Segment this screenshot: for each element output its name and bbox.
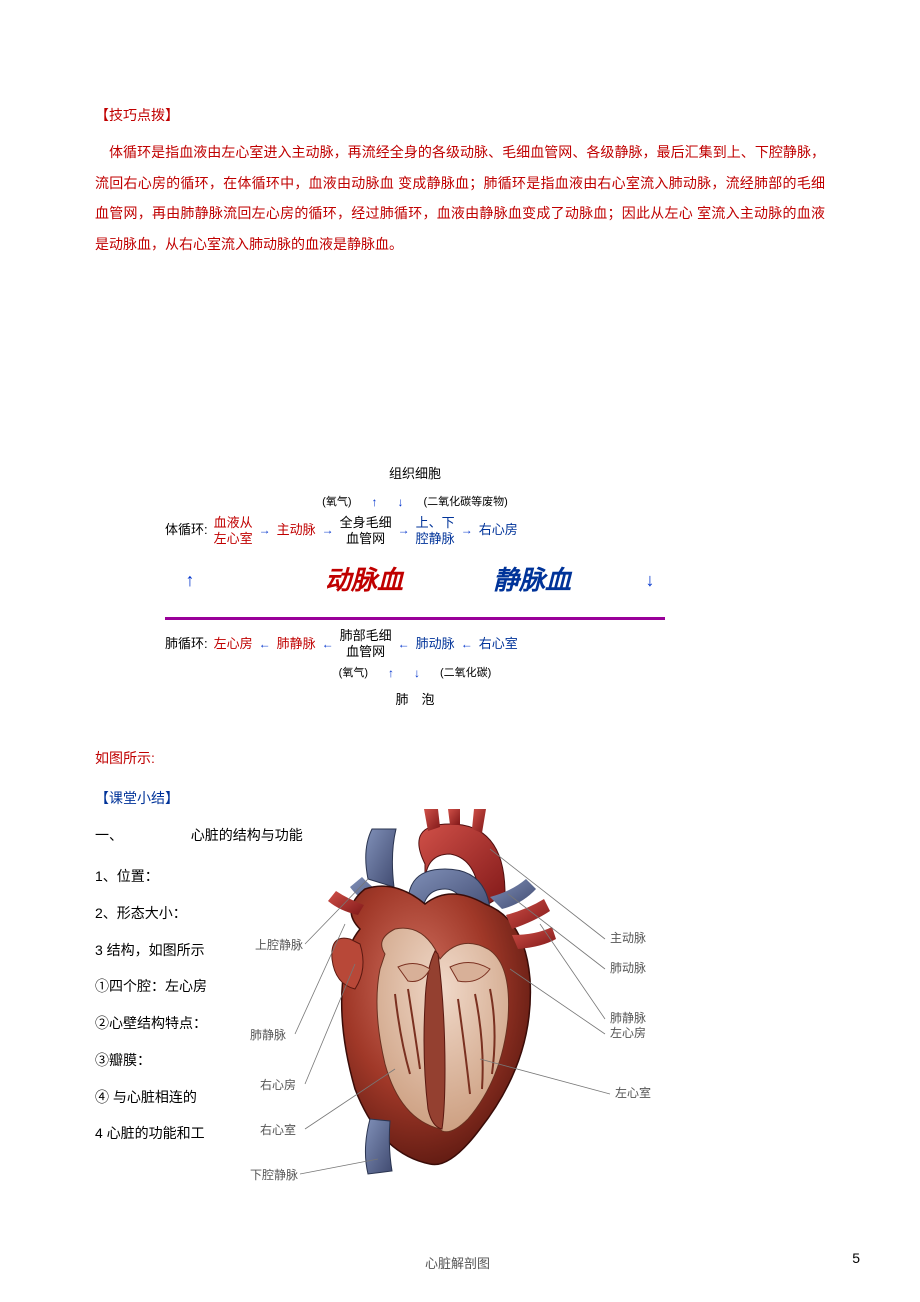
summary-item3: 3 结构，如图所示 [95,935,207,966]
arrow-left-icon: ← [322,631,334,657]
ivc-text: 下腔静脉 [250,1167,298,1182]
arrow-down-icon: ↓ [414,660,420,686]
tips-header: 【技巧点拨】 [95,100,825,131]
arrow-up-icon: ↑ [186,570,195,590]
body-cap1-label: 全身毛细 [340,515,392,531]
arrow-left-icon: ← [259,631,271,657]
aorta-branch [472,809,486,833]
body-cap2-label: 血管网 [346,531,385,547]
aorta-branch [424,809,440,831]
svc-shape [366,829,396,887]
left-atrium-label: 左心房 [214,630,253,659]
arrow-right-icon: → [398,517,410,543]
heart-section: 1、位置： 2、形态大小： 3 结构，如图所示 ①四个腔：左心房 ②心壁结构特点… [95,855,825,1265]
vena1-label: 上、下 [416,515,455,531]
la-text: 左心房 [610,1025,646,1040]
summary-item3-2: ②心壁结构特点： [95,1008,207,1039]
aorta-label: 主动脉 [277,516,316,545]
rv-text: 右心室 [260,1122,296,1137]
pulm-vein-label: 肺静脉 [277,630,316,659]
arrow-right-icon: → [461,517,473,543]
svc-text: 上腔静脉 [255,937,303,952]
venous-blood-label: 静脉血 [493,552,571,609]
vena2-label: 腔静脉 [416,531,455,547]
right-atrium-label: 右心房 [479,516,518,545]
heart-caption: 心脏解剖图 [425,1250,490,1279]
arrow-up-icon: ↑ [372,489,378,515]
arrow-left-icon: ← [398,631,410,657]
arrow-left-icon: ← [461,631,473,657]
tissue-cells-label: 组织细胞 [389,460,441,489]
blood-from-label: 血液从 [214,515,253,531]
pv-text: 肺静脉 [250,1027,286,1042]
summary-item3-1: ①四个腔：左心房 [95,971,207,1002]
aorta-text: 主动脉 [610,930,646,945]
as-shown-label: 如图所示: [95,743,825,774]
summary-item4: 4 心脏的功能和工 [95,1118,207,1149]
arrow-right-icon: → [322,517,334,543]
arterial-blood-label: 动脉血 [325,552,403,609]
page-number: 5 [852,1243,860,1274]
summary-item2: 2、形态大小： [95,898,207,929]
pulmonary-label: 肺循环: [165,630,208,659]
lung-cap2-label: 血管网 [346,644,385,660]
aorta-branch [448,809,460,825]
systemic-label: 体循环: [165,516,208,545]
co2-label: (二氧化碳) [440,661,491,685]
lv-text: 左心室 [615,1085,651,1100]
summary-line1a: 一、 [95,827,123,843]
summary-item3-4: ④ 与心脏相连的 [95,1082,207,1113]
summary-item1: 1、位置： [95,861,207,892]
arrow-down-icon: ↓ [646,570,655,590]
ra-text: 右心房 [260,1077,296,1092]
oxygen-up-label: (氧气) [322,490,351,514]
arrow-right-icon: → [259,517,271,543]
alveoli-label: 肺 泡 [395,686,434,715]
lung-cap1-label: 肺部毛细 [340,628,392,644]
left-ventricle-label: 左心室 [214,531,253,547]
pulm-artery-label: 肺动脉 [416,630,455,659]
co2-waste-label: (二氧化碳等废物) [424,490,508,514]
circulation-diagram: 组织细胞 (氧气) ↑ ↓ (二氧化碳等废物) 体循环: 血液从 左心室 → 主… [165,460,665,715]
divider-line [165,617,665,620]
oxygen2-label: (氧气) [339,661,368,685]
arrow-down-icon: ↓ [398,489,404,515]
heart-anatomy-diagram: 上腔静脉 肺静脉 右心房 右心室 下腔静脉 主动脉 肺动脉 肺静脉 左心房 左心… [250,809,690,1229]
ivc-shape [365,1119,392,1174]
pa-text: 肺动脉 [610,960,646,975]
tips-body: 体循环是指血液由左心室进入主动脉，再流经全身的各级动脉、毛细血管网、各级静脉，最… [95,137,825,260]
right-ventricle-label: 右心室 [479,630,518,659]
summary-item3-3: ③瓣膜： [95,1045,207,1076]
arrow-up-icon: ↑ [388,660,394,686]
pvein-text: 肺静脉 [610,1010,646,1025]
